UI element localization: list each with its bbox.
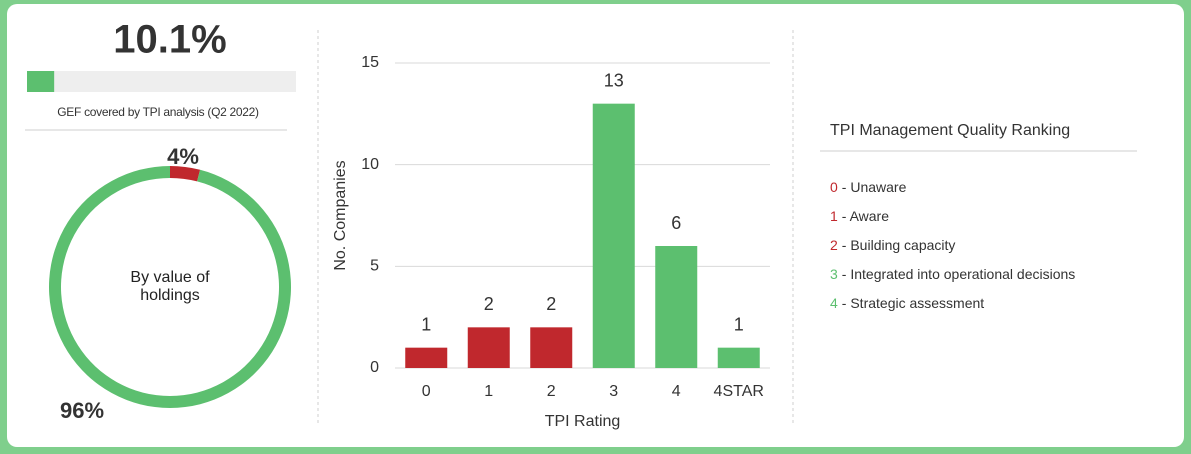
value-label: 2 bbox=[546, 294, 556, 314]
x-tick-label: 4 bbox=[672, 383, 681, 400]
bar bbox=[717, 347, 760, 368]
bar bbox=[655, 246, 698, 368]
x-tick-label: 2 bbox=[547, 383, 556, 400]
kpi-value: 10.1% bbox=[113, 18, 226, 62]
progress-fill bbox=[27, 71, 55, 92]
donut-label: 4% bbox=[167, 144, 199, 169]
value-label: 13 bbox=[604, 70, 624, 90]
y-axis-title: No. Companies bbox=[332, 160, 349, 270]
y-tick-label: 0 bbox=[370, 359, 379, 376]
x-tick-label: 3 bbox=[609, 383, 618, 400]
donut-center: By value of holdings bbox=[130, 269, 210, 304]
center-label: By value of holdings bbox=[130, 269, 210, 304]
y-tick-label: 15 bbox=[361, 54, 379, 71]
bar bbox=[467, 327, 510, 368]
progress-track bbox=[27, 71, 296, 92]
legend-item: 3- Integrated into operational decisions bbox=[830, 266, 1075, 282]
value-label: 1 bbox=[421, 314, 431, 334]
donut-label: 96% bbox=[60, 398, 104, 423]
legend-title: TPI Management Quality Ranking bbox=[830, 122, 1070, 139]
legend-code: 0 bbox=[830, 179, 838, 195]
value-label: 6 bbox=[671, 213, 681, 233]
bar bbox=[592, 103, 635, 369]
x-tick-label: 0 bbox=[422, 383, 431, 400]
legend-item: 2- Building capacity bbox=[830, 237, 955, 253]
bar bbox=[530, 327, 573, 368]
y-tick-label: 10 bbox=[361, 156, 379, 173]
kpi-caption: GEF covered by TPI analysis (Q2 2022) bbox=[57, 105, 259, 119]
x-axis-title: TPI Rating bbox=[545, 413, 621, 430]
legend-text: - Unaware bbox=[842, 179, 907, 195]
legend-code: 2 bbox=[830, 237, 838, 253]
x-tick-label: 4STAR bbox=[714, 383, 764, 400]
legend-code: 4 bbox=[830, 295, 838, 311]
legend-text: - Integrated into operational decisions bbox=[842, 266, 1075, 282]
legend-code: 3 bbox=[830, 266, 838, 282]
value-label: 2 bbox=[484, 294, 494, 314]
bar bbox=[405, 347, 448, 368]
legend-text: - Building capacity bbox=[842, 237, 956, 253]
y-tick-label: 5 bbox=[370, 258, 379, 275]
legend-text: - Strategic assessment bbox=[842, 295, 984, 311]
legend-text: - Aware bbox=[842, 208, 889, 224]
donut-segment bbox=[170, 166, 201, 182]
legend-code: 1 bbox=[830, 208, 838, 224]
legend-item: 1- Aware bbox=[830, 208, 889, 224]
legend-item: 0- Unaware bbox=[830, 179, 907, 195]
value-label: 1 bbox=[734, 314, 744, 334]
legend-item: 4- Strategic assessment bbox=[830, 295, 984, 311]
x-tick-label: 1 bbox=[484, 383, 493, 400]
